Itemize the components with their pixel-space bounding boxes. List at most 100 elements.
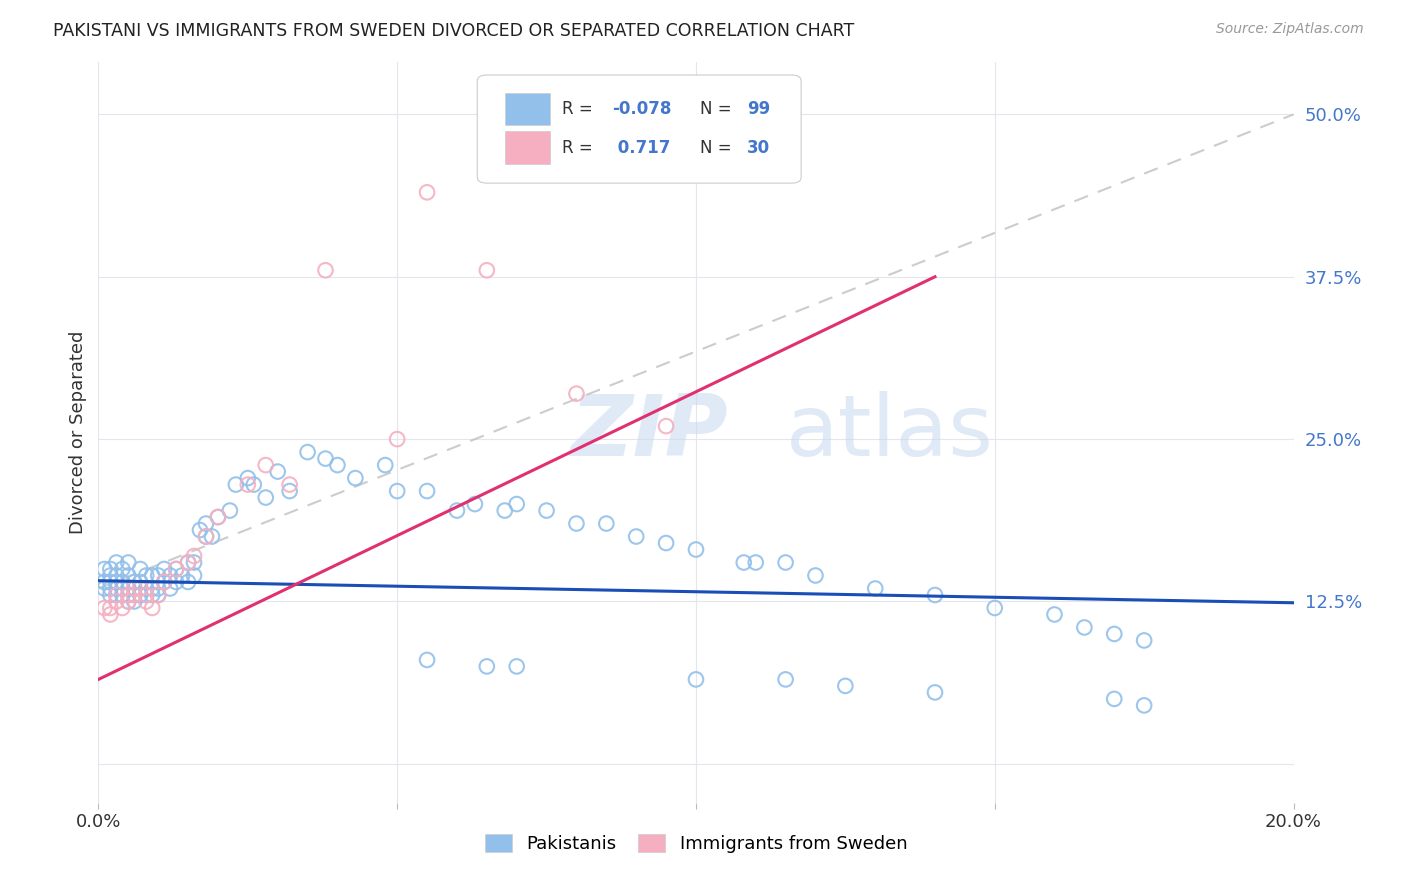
Point <box>117 588 139 602</box>
Point <box>141 582 163 596</box>
Point <box>159 582 181 596</box>
Point <box>105 588 128 602</box>
Point <box>278 477 301 491</box>
FancyBboxPatch shape <box>477 75 801 183</box>
Legend: Pakistanis, Immigrants from Sweden: Pakistanis, Immigrants from Sweden <box>478 827 914 861</box>
Text: ZIP: ZIP <box>571 391 728 475</box>
Point <box>129 582 152 596</box>
Point <box>111 582 134 596</box>
Point <box>129 588 152 602</box>
Point <box>1104 627 1126 641</box>
Point <box>655 419 678 434</box>
Point <box>188 523 211 537</box>
Point <box>315 263 337 277</box>
Bar <box>505 93 550 126</box>
Point <box>1043 607 1066 622</box>
Point <box>804 568 827 582</box>
Point <box>177 556 200 570</box>
Point <box>124 594 146 608</box>
Point <box>416 653 439 667</box>
Point <box>595 516 617 531</box>
Point <box>98 607 122 622</box>
Point <box>117 588 139 602</box>
Point <box>984 601 1007 615</box>
Text: 99: 99 <box>748 100 770 118</box>
Point <box>834 679 856 693</box>
Point <box>207 510 229 524</box>
Point <box>117 582 139 596</box>
Point <box>1104 692 1126 706</box>
Point <box>464 497 486 511</box>
Text: R =: R = <box>562 138 598 157</box>
Point <box>236 471 259 485</box>
Point <box>93 562 115 576</box>
Point <box>135 568 157 582</box>
Point <box>135 594 157 608</box>
Point <box>98 574 122 589</box>
Y-axis label: Divorced or Separated: Divorced or Separated <box>69 331 87 534</box>
Point <box>141 588 163 602</box>
Point <box>105 582 128 596</box>
Point <box>129 582 152 596</box>
Point <box>98 568 122 582</box>
Text: Source: ZipAtlas.com: Source: ZipAtlas.com <box>1216 22 1364 37</box>
Point <box>475 263 498 277</box>
Point <box>183 549 205 563</box>
Point <box>148 568 170 582</box>
Point <box>685 673 707 687</box>
Point <box>236 477 259 491</box>
Point <box>865 582 887 596</box>
Point <box>195 529 218 543</box>
Point <box>124 588 146 602</box>
Point <box>924 685 946 699</box>
Point <box>201 529 224 543</box>
Point <box>775 673 797 687</box>
Point <box>536 503 558 517</box>
Point <box>93 574 115 589</box>
Point <box>148 582 170 596</box>
Point <box>243 477 266 491</box>
Point <box>565 386 588 401</box>
Point <box>117 594 139 608</box>
Point <box>685 542 707 557</box>
Text: 0.717: 0.717 <box>613 138 671 157</box>
Point <box>745 556 768 570</box>
Point <box>124 582 146 596</box>
Point <box>1073 620 1095 634</box>
Point <box>207 510 229 524</box>
Point <box>117 556 139 570</box>
Point <box>254 458 277 472</box>
Point <box>93 601 115 615</box>
Point <box>195 516 218 531</box>
Point <box>117 568 139 582</box>
Text: PAKISTANI VS IMMIGRANTS FROM SWEDEN DIVORCED OR SEPARATED CORRELATION CHART: PAKISTANI VS IMMIGRANTS FROM SWEDEN DIVO… <box>53 22 855 40</box>
Point <box>626 529 648 543</box>
Point <box>278 484 301 499</box>
Point <box>1133 633 1156 648</box>
Bar <box>505 131 550 164</box>
Point <box>148 588 170 602</box>
Point <box>98 562 122 576</box>
Point <box>98 588 122 602</box>
Point <box>165 574 187 589</box>
Point <box>655 536 678 550</box>
Point <box>129 562 152 576</box>
Point <box>416 186 439 200</box>
Point <box>105 556 128 570</box>
Point <box>111 601 134 615</box>
Point <box>219 503 242 517</box>
Point <box>416 484 439 499</box>
Point <box>326 458 349 472</box>
Point <box>111 574 134 589</box>
Text: R =: R = <box>562 100 598 118</box>
Point <box>172 568 194 582</box>
Point <box>159 568 181 582</box>
Point <box>153 574 176 589</box>
Text: N =: N = <box>700 100 737 118</box>
Point <box>385 484 409 499</box>
Text: 30: 30 <box>748 138 770 157</box>
Point <box>105 568 128 582</box>
Point <box>494 503 516 517</box>
Point <box>124 588 146 602</box>
Point <box>475 659 498 673</box>
